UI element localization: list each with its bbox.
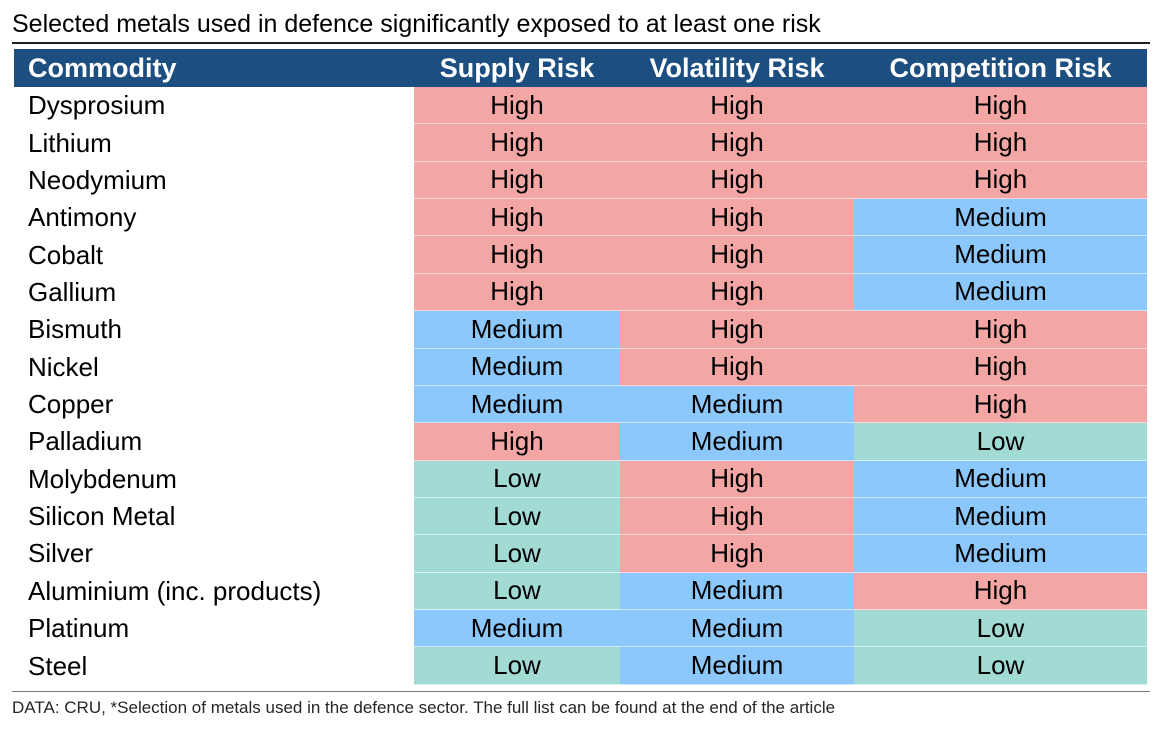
supply-risk-cell: High xyxy=(414,161,620,200)
volatility-risk-cell: High xyxy=(620,161,854,200)
competition-risk-cell: High xyxy=(854,311,1147,349)
volatility-risk-cell: Medium xyxy=(620,385,854,424)
commodity-name: Silicon Metal xyxy=(28,501,176,532)
footnote: DATA: CRU, *Selection of metals used in … xyxy=(12,698,836,717)
volatility-risk-cell: High xyxy=(620,87,854,125)
supply-risk-cell: Medium xyxy=(414,348,620,386)
commodity-name: Lithium xyxy=(28,127,112,158)
column-header-supply-risk: Supply Risk xyxy=(414,49,620,87)
supply-risk-cell: Medium xyxy=(414,385,620,424)
volatility-risk-cell: Medium xyxy=(620,423,854,461)
supply-risk-cell: Medium xyxy=(414,610,620,648)
footnote-divider xyxy=(12,691,1150,692)
volatility-risk-cell: High xyxy=(620,124,854,162)
column-header-commodity: Commodity xyxy=(14,49,414,87)
commodity-name: Nickel xyxy=(28,351,99,382)
commodity-name: Platinum xyxy=(28,613,130,644)
supply-risk-cell: High xyxy=(414,273,620,312)
competition-risk-cell: High xyxy=(854,87,1147,125)
supply-risk-cell: High xyxy=(414,199,620,237)
competition-risk-cell: Medium xyxy=(854,535,1147,573)
supply-risk-cell: Medium xyxy=(414,311,620,349)
competition-risk-cell: Medium xyxy=(854,460,1147,498)
risk-table: Commodity Supply Risk Volatility Risk Co… xyxy=(14,49,1147,685)
commodity-name: Bismuth xyxy=(28,314,122,345)
competition-risk-cell: Medium xyxy=(854,199,1147,237)
commodity-name: Palladium xyxy=(28,426,143,457)
commodity-name: Antimony xyxy=(28,202,137,233)
commodity-name: Dysprosium xyxy=(28,90,166,121)
volatility-risk-cell: High xyxy=(620,535,854,573)
competition-risk-cell: Medium xyxy=(854,273,1147,312)
volatility-risk-cell: Medium xyxy=(620,647,854,685)
commodity-name: Silver xyxy=(28,538,94,569)
competition-risk-cell: High xyxy=(854,572,1147,611)
supply-risk-cell: High xyxy=(414,87,620,125)
competition-risk-cell: High xyxy=(854,124,1147,162)
commodity-name: Neodymium xyxy=(28,164,167,195)
commodity-name: Gallium xyxy=(28,276,117,307)
volatility-risk-cell: High xyxy=(620,236,854,274)
competition-risk-cell: Medium xyxy=(854,236,1147,274)
column-header-competition-risk: Competition Risk xyxy=(854,49,1147,87)
commodity-name: Aluminium (inc. products) xyxy=(28,575,322,606)
supply-risk-cell: Low xyxy=(414,497,620,536)
competition-risk-cell: High xyxy=(854,161,1147,200)
volatility-risk-cell: High xyxy=(620,460,854,498)
commodity-name: Molybdenum xyxy=(28,463,177,494)
volatility-risk-cell: High xyxy=(620,273,854,312)
supply-risk-cell: High xyxy=(414,423,620,461)
supply-risk-cell: Low xyxy=(414,460,620,498)
competition-risk-cell: Low xyxy=(854,610,1147,648)
competition-risk-cell: Medium xyxy=(854,497,1147,536)
commodity-name: Cobalt xyxy=(28,239,104,270)
volatility-risk-cell: Medium xyxy=(620,610,854,648)
supply-risk-cell: High xyxy=(414,236,620,274)
competition-risk-cell: Low xyxy=(854,423,1147,461)
competition-risk-cell: High xyxy=(854,385,1147,424)
supply-risk-cell: High xyxy=(414,124,620,162)
column-header-volatility-risk: Volatility Risk xyxy=(620,49,854,87)
volatility-risk-cell: High xyxy=(620,497,854,536)
supply-risk-cell: Low xyxy=(414,572,620,611)
competition-risk-cell: High xyxy=(854,348,1147,386)
volatility-risk-cell: Medium xyxy=(620,572,854,611)
chart-title: Selected metals used in defence signific… xyxy=(12,10,821,38)
title-divider xyxy=(12,42,1150,44)
supply-risk-cell: Low xyxy=(414,535,620,573)
commodity-name: Copper xyxy=(28,389,114,420)
competition-risk-cell: Low xyxy=(854,647,1147,685)
supply-risk-cell: Low xyxy=(414,647,620,685)
commodity-name: Steel xyxy=(28,650,88,681)
volatility-risk-cell: High xyxy=(620,199,854,237)
volatility-risk-cell: High xyxy=(620,348,854,386)
volatility-risk-cell: High xyxy=(620,311,854,349)
